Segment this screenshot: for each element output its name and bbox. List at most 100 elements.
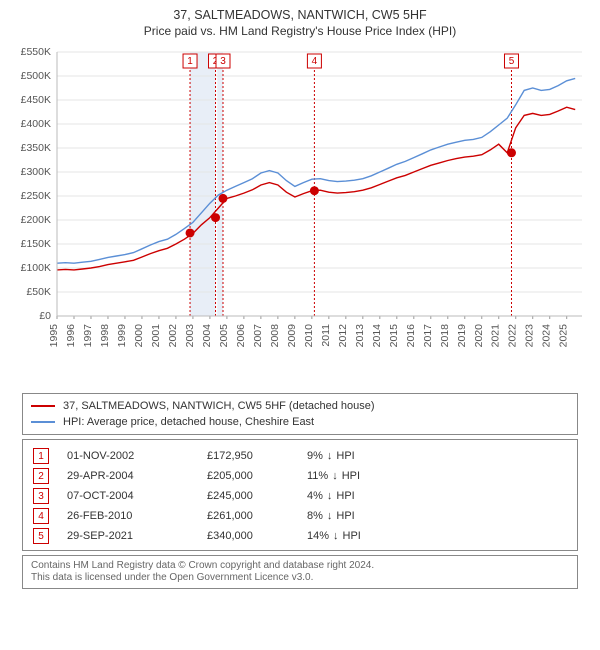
svg-text:2000: 2000 <box>133 324 145 348</box>
svg-text:2008: 2008 <box>269 324 281 348</box>
page: 37, SALTMEADOWS, NANTWICH, CW5 5HF Price… <box>0 0 600 650</box>
sale-marker-number: 5 <box>509 56 515 67</box>
footnote-line2: This data is licensed under the Open Gov… <box>31 572 569 584</box>
svg-text:1996: 1996 <box>65 324 77 348</box>
sale-number-box: 2 <box>33 468 49 484</box>
sale-row: 4 26-FEB-2010£261,0008%↓HPI <box>31 506 569 526</box>
svg-text:£350K: £350K <box>21 142 51 154</box>
svg-text:£100K: £100K <box>21 262 51 274</box>
y-grid <box>57 52 582 316</box>
band <box>190 52 215 316</box>
sale-price: £172,950 <box>207 450 307 462</box>
down-arrow-icon: ↓ <box>327 490 333 502</box>
svg-text:2015: 2015 <box>388 324 400 348</box>
svg-text:2013: 2013 <box>354 324 366 348</box>
x-axis: 1995 1996 1997 1998 1999 2000 2001 2002 2003 2004… <box>48 316 570 347</box>
legend-row: HPI: Average price, detached house, Ches… <box>31 414 569 430</box>
legend-row: 37, SALTMEADOWS, NANTWICH, CW5 5HF (deta… <box>31 398 569 414</box>
legend-label: 37, SALTMEADOWS, NANTWICH, CW5 5HF (deta… <box>63 400 375 412</box>
chart-subtitle: Price paid vs. HM Land Registry's House … <box>12 24 588 38</box>
legend: 37, SALTMEADOWS, NANTWICH, CW5 5HF (deta… <box>22 393 578 435</box>
down-arrow-icon: ↓ <box>327 510 333 522</box>
band <box>217 52 223 316</box>
svg-text:2019: 2019 <box>456 324 468 348</box>
sale-date: 29-SEP-2021 <box>67 530 207 542</box>
sale-diff: 14%↓HPI <box>307 530 377 542</box>
svg-text:2002: 2002 <box>167 324 179 348</box>
sale-price: £245,000 <box>207 490 307 502</box>
sale-date: 29-APR-2004 <box>67 470 207 482</box>
down-arrow-icon: ↓ <box>327 450 333 462</box>
sale-number-box: 5 <box>33 528 49 544</box>
chart-svg: £0 £50K £100K £150K £200K £250K £300K £350K £400… <box>12 44 588 384</box>
sale-diff: 9%↓HPI <box>307 450 377 462</box>
svg-text:2009: 2009 <box>286 324 298 348</box>
sale-number-box: 1 <box>33 448 49 464</box>
svg-text:2005: 2005 <box>218 324 230 348</box>
chart-title: 37, SALTMEADOWS, NANTWICH, CW5 5HF <box>12 8 588 22</box>
sale-marker-number: 3 <box>220 56 226 67</box>
down-arrow-icon: ↓ <box>333 530 339 542</box>
svg-text:2024: 2024 <box>541 324 553 348</box>
svg-text:2001: 2001 <box>150 324 162 348</box>
svg-text:2007: 2007 <box>252 324 264 348</box>
svg-text:£250K: £250K <box>21 190 51 202</box>
svg-text:2016: 2016 <box>405 324 417 348</box>
chart-titles: 37, SALTMEADOWS, NANTWICH, CW5 5HF Price… <box>12 8 588 38</box>
legend-swatch <box>31 405 55 407</box>
svg-text:2025: 2025 <box>558 324 570 348</box>
sale-price: £205,000 <box>207 470 307 482</box>
sale-diff: 11%↓HPI <box>307 470 377 482</box>
svg-text:2014: 2014 <box>371 324 383 348</box>
svg-text:1998: 1998 <box>99 324 111 348</box>
svg-text:2023: 2023 <box>524 324 536 348</box>
svg-text:£0: £0 <box>39 310 51 322</box>
series-hpi <box>57 78 575 263</box>
svg-text:2006: 2006 <box>235 324 247 348</box>
svg-text:£150K: £150K <box>21 238 51 250</box>
svg-text:2017: 2017 <box>422 324 434 348</box>
sale-number-box: 4 <box>33 508 49 524</box>
sale-diff: 8%↓HPI <box>307 510 377 522</box>
sale-row: 1 01-NOV-2002£172,9509%↓HPI <box>31 446 569 466</box>
sale-row: 5 29-SEP-2021£340,00014%↓HPI <box>31 526 569 546</box>
svg-text:2010: 2010 <box>303 324 315 348</box>
svg-text:2021: 2021 <box>490 324 502 348</box>
svg-text:1995: 1995 <box>48 324 60 348</box>
legend-swatch <box>31 421 55 423</box>
sale-marker-number: 4 <box>312 56 318 67</box>
svg-text:£400K: £400K <box>21 118 51 130</box>
sale-date: 26-FEB-2010 <box>67 510 207 522</box>
footnote: Contains HM Land Registry data © Crown c… <box>22 555 578 589</box>
svg-text:£200K: £200K <box>21 214 51 226</box>
sale-marker-number: 1 <box>187 56 193 67</box>
svg-text:£500K: £500K <box>21 70 51 82</box>
y-axis: £0 £50K £100K £150K £200K £250K £300K £350K £400… <box>21 46 52 322</box>
svg-text:1997: 1997 <box>82 324 94 348</box>
svg-text:1999: 1999 <box>116 324 128 348</box>
sale-row: 2 29-APR-2004£205,00011%↓HPI <box>31 466 569 486</box>
svg-text:2020: 2020 <box>473 324 485 348</box>
svg-text:2018: 2018 <box>439 324 451 348</box>
down-arrow-icon: ↓ <box>332 470 338 482</box>
svg-text:2011: 2011 <box>320 324 332 347</box>
sale-price: £261,000 <box>207 510 307 522</box>
svg-text:2012: 2012 <box>337 324 349 348</box>
legend-label: HPI: Average price, detached house, Ches… <box>63 416 314 428</box>
sale-date: 07-OCT-2004 <box>67 490 207 502</box>
svg-text:£50K: £50K <box>26 286 51 298</box>
sale-price: £340,000 <box>207 530 307 542</box>
svg-text:2003: 2003 <box>184 324 196 348</box>
svg-text:£550K: £550K <box>21 46 51 58</box>
svg-text:£300K: £300K <box>21 166 51 178</box>
svg-text:2004: 2004 <box>201 324 213 348</box>
sale-number-box: 3 <box>33 488 49 504</box>
svg-text:2022: 2022 <box>507 324 519 348</box>
sale-row: 3 07-OCT-2004£245,0004%↓HPI <box>31 486 569 506</box>
chart: £0 £50K £100K £150K £200K £250K £300K £350K £400… <box>12 44 588 387</box>
sale-diff: 4%↓HPI <box>307 490 377 502</box>
svg-text:£450K: £450K <box>21 94 51 106</box>
footnote-line1: Contains HM Land Registry data © Crown c… <box>31 560 569 572</box>
sale-date: 01-NOV-2002 <box>67 450 207 462</box>
sales-table: 101-NOV-2002£172,9509%↓HPI229-APR-2004£2… <box>22 439 578 551</box>
